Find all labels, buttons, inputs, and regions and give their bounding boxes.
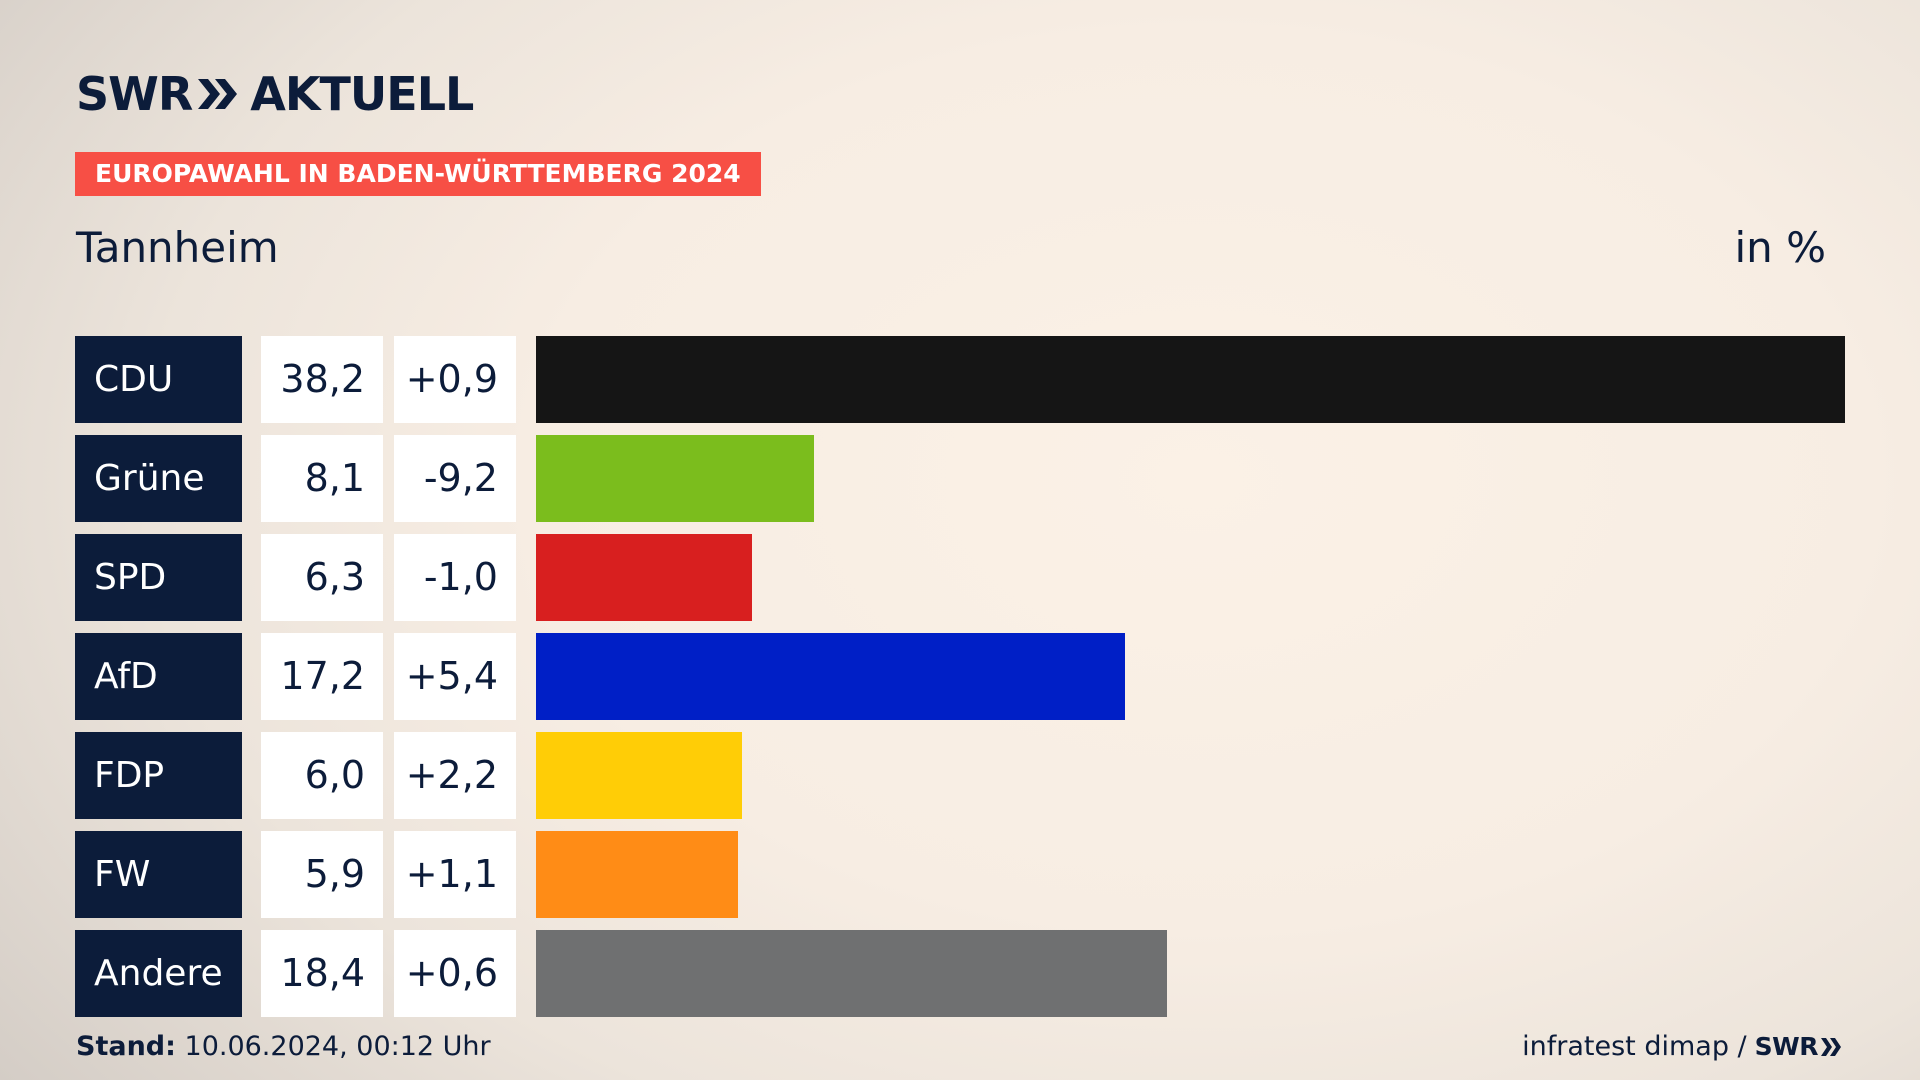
source-credit: infratest dimap / SWR [1522,1030,1844,1064]
timestamp: Stand: 10.06.2024, 00:12 Uhr [76,1030,491,1064]
unit-label: in % [1734,223,1826,272]
vote-share-bar [536,831,738,918]
party-label: FW [75,831,242,918]
vote-share-value: 6,0 [261,732,383,819]
source-text: infratest dimap / [1522,1031,1747,1062]
stand-value: 10.06.2024, 00:12 Uhr [184,1031,491,1062]
change-value: +5,4 [394,633,516,720]
logo-swr-text: SWR [76,67,193,121]
result-row: CDU 38,2 +0,9 [75,336,1845,423]
party-label: CDU [75,336,242,423]
party-label: Grüne [75,435,242,522]
stand-label: Stand: [76,1031,176,1062]
change-value: -9,2 [394,435,516,522]
result-row: SPD 6,3 -1,0 [75,534,1845,621]
logo-aktuell-text: AKTUELL [250,67,474,121]
result-row: FDP 6,0 +2,2 [75,732,1845,819]
vote-share-bar [536,534,752,621]
party-label: FDP [75,732,242,819]
vote-share-bar [536,930,1167,1017]
vote-share-bar [536,732,742,819]
change-value: +2,2 [394,732,516,819]
party-label: SPD [75,534,242,621]
vote-share-bar [536,435,814,522]
double-chevron-icon [1821,1038,1841,1056]
election-tag: EUROPAWAHL IN BADEN-WÜRTTEMBERG 2024 [75,152,761,196]
result-row: FW 5,9 +1,1 [75,831,1845,918]
vote-share-value: 17,2 [261,633,383,720]
vote-share-value: 8,1 [261,435,383,522]
party-label: AfD [75,633,242,720]
change-value: +0,6 [394,930,516,1017]
result-row: Grüne 8,1 -9,2 [75,435,1845,522]
source-logo-text: SWR [1754,1032,1819,1061]
change-value: +1,1 [394,831,516,918]
party-label: Andere [75,930,242,1017]
chart-title: Tannheim [76,223,279,272]
vote-share-bar [536,633,1125,720]
vote-share-value: 5,9 [261,831,383,918]
vote-share-value: 6,3 [261,534,383,621]
double-chevron-icon [198,79,238,109]
result-row: AfD 17,2 +5,4 [75,633,1845,720]
vote-share-bar [536,336,1845,423]
vote-share-value: 18,4 [261,930,383,1017]
change-value: +0,9 [394,336,516,423]
change-value: -1,0 [394,534,516,621]
swr-aktuell-logo: SWR AKTUELL [76,66,474,122]
result-row: Andere 18,4 +0,6 [75,930,1845,1017]
vote-share-value: 38,2 [261,336,383,423]
